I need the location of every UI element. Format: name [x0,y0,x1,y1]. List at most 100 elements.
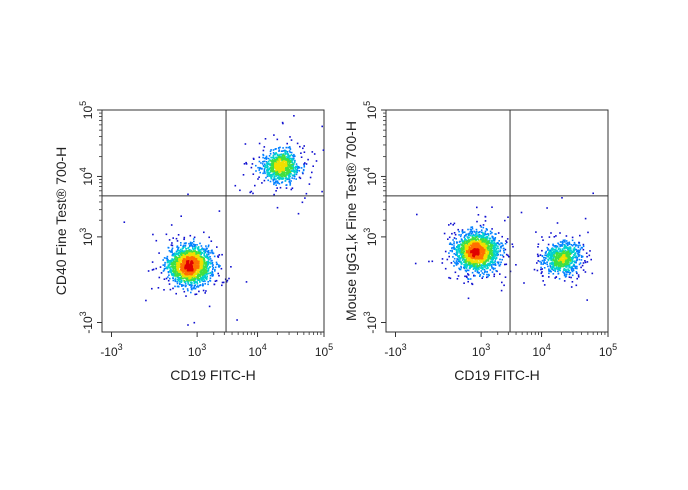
event-dot [487,255,489,258]
event-dot [565,262,567,265]
event-dot [560,244,562,246]
event-dot [451,250,453,253]
event-dot [467,274,470,276]
event-dot [567,256,570,259]
event-dot [462,255,464,258]
event-dot [204,262,207,264]
event-dot [295,178,297,180]
event-dot [554,256,557,259]
event-dot [536,262,538,264]
event-dot [282,158,284,161]
event-dot [478,268,480,271]
event-dot [275,169,277,172]
event-dot [537,243,540,245]
event-dot [300,156,303,158]
event-dot [193,240,195,243]
event-dot [571,260,574,263]
event-dot [486,270,488,273]
event-dot [180,278,182,281]
event-dot [469,261,472,264]
event-dot [196,261,198,263]
event-dot [197,254,200,257]
event-dot [260,167,262,170]
event-dot [204,250,206,252]
event-dot [163,278,166,280]
event-dot [203,231,205,234]
event-dot [284,163,286,166]
event-dot [243,163,246,165]
event-dot [190,281,192,284]
event-dot [291,177,293,179]
event-dot [489,269,492,271]
event-dot [554,246,556,248]
event-dot [544,252,547,254]
event-dot [192,287,194,289]
event-dot [481,244,484,246]
event-dot [274,153,276,156]
event-dot [189,275,192,277]
event-dot [559,250,561,252]
event-dot [487,234,490,237]
event-dot [283,174,286,177]
event-dot [266,162,268,165]
event-dot [551,252,554,254]
event-dot [185,271,188,274]
event-dot [187,278,189,281]
event-dot [550,258,553,260]
event-dot [506,241,508,244]
event-dot [499,254,502,256]
event-dot [448,276,450,279]
event-dot [456,252,459,254]
event-dot [178,280,180,283]
event-dot [458,241,461,243]
event-dot [549,257,551,259]
event-dot [187,282,190,284]
event-dot [579,248,582,250]
event-dot [294,159,296,162]
event-dot [188,250,190,252]
event-dot [465,266,468,269]
event-dot [187,193,189,196]
event-dot [478,231,480,234]
event-dot [191,284,193,287]
event-dot [491,252,494,254]
event-dot [205,247,208,249]
event-dot [281,121,284,124]
event-dot [176,267,179,269]
event-dot [186,279,188,281]
event-dot [483,261,485,264]
event-dot [462,258,464,260]
event-dot [199,252,201,254]
event-dot [272,169,274,171]
event-dot [449,277,452,280]
event-dot [262,149,265,152]
event-dot [553,254,555,256]
event-dot [202,267,204,270]
event-dot [574,243,576,246]
event-dot [476,232,478,234]
event-dot [535,231,537,233]
event-dot [467,251,469,254]
event-dot [569,246,571,248]
event-dot [460,243,462,245]
event-dot [459,249,462,251]
event-dot [258,142,261,145]
event-dot [197,261,200,264]
event-dot [557,272,560,275]
event-dot [472,236,474,239]
event-dot [465,264,467,266]
event-dot [268,172,270,175]
event-dot [551,255,554,258]
event-dot [537,260,540,262]
event-dot [188,269,190,271]
event-dot [554,250,557,253]
event-dot [549,254,551,256]
event-dot [207,269,210,271]
event-dot [165,233,168,236]
event-dot [305,192,308,195]
event-dot [581,247,583,249]
event-dot [201,268,203,271]
event-dot [473,274,475,277]
event-dot [263,168,266,170]
event-dot [273,172,276,174]
